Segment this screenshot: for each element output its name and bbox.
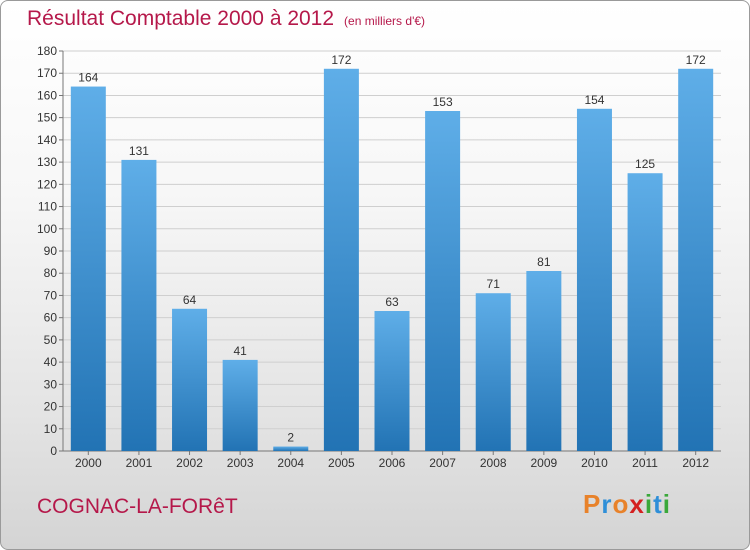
logo-letter: r <box>601 489 613 519</box>
title-unit: (en milliers d'€) <box>344 14 426 28</box>
y-tick-label: 160 <box>37 88 57 102</box>
y-tick-label: 100 <box>37 222 57 236</box>
x-tick-label: 2006 <box>379 456 406 470</box>
x-tick-label: 2010 <box>581 456 608 470</box>
bar-2005 <box>323 68 359 452</box>
y-tick-label: 150 <box>37 111 57 125</box>
y-tick-label: 80 <box>44 266 58 280</box>
bar-value-label: 81 <box>537 255 551 269</box>
y-tick-label: 20 <box>44 400 58 414</box>
logo-letter: t <box>653 489 663 519</box>
y-tick-label: 180 <box>37 44 57 58</box>
axes: 0 10 20 30 40 50 60 70 80 90 100 110 120 130 140 150 160… <box>37 44 721 458</box>
bar-2003 <box>222 359 258 451</box>
bar-value-label: 172 <box>331 53 351 67</box>
logo-letter: x <box>629 489 645 519</box>
proxiti-logo: Proxiti <box>583 489 671 520</box>
bar-2002 <box>172 308 208 451</box>
bar-2007 <box>425 111 461 451</box>
bar-2009 <box>526 271 562 451</box>
bar-value-label: 2 <box>287 431 294 445</box>
bar-2004 <box>273 446 309 451</box>
x-tick-label: 2000 <box>75 456 102 470</box>
y-tick-label: 30 <box>44 377 58 391</box>
labels: 164 2000 131 2001 64 2002 41 2003 2 2004 172 2005 63… <box>75 53 709 470</box>
y-tick-label: 10 <box>44 422 58 436</box>
bar-value-label: 164 <box>78 71 98 85</box>
chart-title: Résultat Comptable 2000 à 2012 (en millie… <box>27 7 425 31</box>
bar-value-label: 41 <box>233 344 247 358</box>
x-tick-label: 2007 <box>429 456 456 470</box>
bar-value-label: 154 <box>584 93 604 107</box>
x-tick-label: 2011 <box>632 456 658 470</box>
bar-2008 <box>475 293 511 451</box>
x-tick-label: 2008 <box>480 456 507 470</box>
x-tick-label: 2004 <box>277 456 304 470</box>
bar-2001 <box>121 159 157 451</box>
y-tick-label: 70 <box>44 288 58 302</box>
x-tick-label: 2001 <box>126 456 153 470</box>
x-tick-label: 2003 <box>227 456 254 470</box>
x-tick-label: 2002 <box>176 456 203 470</box>
x-tick-label: 2005 <box>328 456 355 470</box>
bar-2000 <box>70 86 106 452</box>
y-tick-label: 130 <box>37 155 57 169</box>
bar-value-label: 153 <box>433 95 453 109</box>
y-tick-label: 140 <box>37 133 57 147</box>
bar-value-label: 125 <box>635 157 655 171</box>
y-tick-label: 40 <box>44 355 58 369</box>
title-text: Résultat Comptable 2000 à 2012 <box>27 7 335 30</box>
bar-value-label: 172 <box>686 53 706 67</box>
y-tick-label: 60 <box>44 311 58 325</box>
logo-letter: o <box>612 489 630 519</box>
y-tick-label: 90 <box>44 244 58 258</box>
x-tick-label: 2009 <box>530 456 557 470</box>
bar-value-label: 64 <box>183 293 197 307</box>
bar-2006 <box>374 311 410 451</box>
y-tick-label: 120 <box>37 177 57 191</box>
x-tick-label: 2012 <box>682 456 709 470</box>
bar-value-label: 131 <box>129 144 149 158</box>
bar-2012 <box>678 68 714 452</box>
bars <box>70 68 714 452</box>
logo-letter: i <box>662 489 671 519</box>
y-tick-label: 110 <box>38 200 57 214</box>
y-tick-label: 170 <box>37 66 57 80</box>
y-tick-label: 0 <box>50 444 57 458</box>
bar-value-label: 63 <box>385 295 399 309</box>
city-name: COGNAC-LA-FORêT <box>37 495 238 518</box>
bar-2010 <box>576 108 612 452</box>
logo-letter: P <box>583 489 602 519</box>
logo-letter: i <box>644 489 654 519</box>
bar-2011 <box>627 173 663 451</box>
y-tick-label: 50 <box>44 333 58 347</box>
bar-value-label: 71 <box>487 277 501 291</box>
